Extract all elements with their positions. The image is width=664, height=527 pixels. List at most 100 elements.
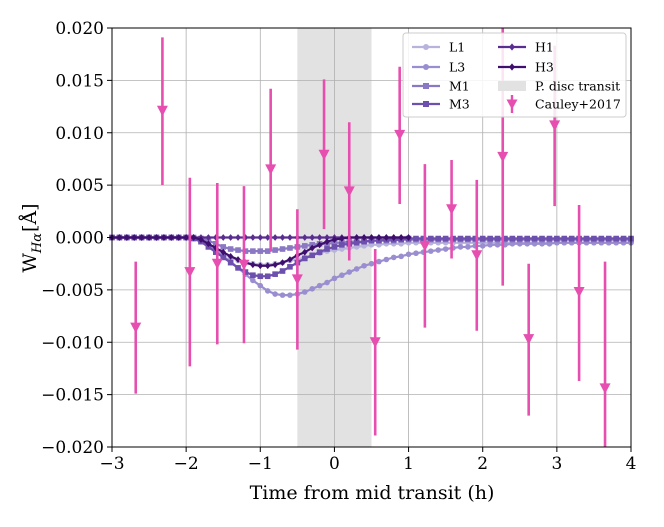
series-point-h1 [235,234,241,241]
observation-point [369,337,381,348]
series-point-m3 [583,235,590,242]
series-point-m3 [353,239,360,246]
observation-point [211,258,223,270]
y-tick-label: 0.020 [55,19,104,39]
series-point-m3 [257,273,264,280]
series-point-h3 [227,252,234,260]
observation-point [265,164,277,175]
series-point-m3 [442,235,449,242]
legend-label: L1 [449,40,465,55]
series-point-h3 [250,261,256,269]
series-point-h3 [235,256,241,263]
y-axis-label-unit: [Å] [19,203,41,232]
series-point-h3 [153,234,160,241]
y-tick-label: 0.015 [55,71,104,91]
series-point-m3 [242,269,249,275]
series-point-h3 [116,234,123,241]
series-point-m3 [502,235,508,242]
series-point-m1 [242,248,249,254]
series-point-h3 [198,236,204,243]
tick-layer: −3 −2 −1 0 1 2 3 4 −0.020 −0.015 −0.010 −0.005 0.000… [41,19,636,474]
series-point-h3 [272,261,278,269]
observation-point [394,129,406,141]
observation-point [599,383,611,394]
series-point-m1 [287,245,293,251]
series-point-m3 [613,235,619,242]
observations-layer [130,28,611,447]
series-point-h1 [324,234,330,241]
series-point-l3 [465,244,471,250]
y-tick-label: 0.010 [55,124,104,144]
legend-label: M1 [449,79,470,94]
series-point-m3 [309,252,315,259]
series-point-h3 [168,234,175,241]
series-point-m3 [279,268,286,274]
series-point-m3 [591,235,597,242]
series-point-m3 [316,249,323,255]
series-point-h3 [316,241,323,249]
series-point-m1 [272,247,278,253]
series-point-h3 [339,235,345,242]
series-point-m3 [554,235,560,242]
series-point-l3 [376,258,382,265]
series-point-h3 [353,234,360,241]
series-point-l3 [442,246,449,252]
legend-label: M3 [449,97,470,112]
series-point-h3 [383,234,390,241]
series-point-l3 [435,247,442,253]
series-point-m3 [272,271,278,277]
series-point-m3 [605,235,612,242]
series-point-h3 [124,234,130,241]
series-point-m3 [220,254,227,261]
series-point-m3 [472,235,479,242]
series-point-h3 [205,240,212,248]
series-point-h3 [368,234,375,241]
series-point-m1 [235,247,241,253]
series-point-h3 [257,262,264,270]
series-point-l3 [398,253,404,260]
series-point-m1 [250,248,256,254]
series-point-m1 [227,246,234,252]
series-point-h3 [175,234,182,241]
legend-label: H3 [535,60,554,75]
series-point-h3 [309,244,315,252]
series-point-m3 [250,272,256,279]
legend-label: P. disc transit [535,79,620,94]
series-point-m3 [457,235,464,242]
series-point-m3 [516,235,523,242]
series-point-l3 [487,242,493,248]
series-point-h3 [183,234,189,241]
series-point-m3 [539,235,545,242]
observation-point [130,322,142,334]
series-point-l3 [494,242,501,248]
series-point-m3 [301,255,308,262]
legend-marker-m1 [423,83,429,89]
x-tick-label: −1 [248,454,273,474]
observation-point [549,120,561,131]
x-tick-label: 3 [551,454,562,474]
series-point-h3 [398,234,404,241]
series-point-m1 [279,246,286,252]
series-point-m1 [257,248,264,254]
legend-marker-l3 [423,64,429,70]
x-tick-label: 0 [329,454,340,474]
series-point-l3 [390,254,397,261]
observation-point [523,334,535,345]
y-axis-label-subscript: Hα [30,233,45,254]
series-point-h3 [405,234,412,241]
series-point-h1 [301,234,308,241]
x-tick-label: 4 [626,454,637,474]
series-point-l3 [301,289,308,295]
series-point-m3 [568,235,575,242]
series-point-h1 [279,234,286,241]
series-point-m3 [598,235,605,242]
observation-point [318,149,330,161]
x-axis-label: Time from mid transit (h) [250,482,495,504]
observation-point [343,186,355,197]
series-point-m3 [479,235,486,242]
observation-point [238,259,250,271]
series-point-l3 [272,291,278,297]
series-point-m3 [465,235,471,242]
series-point-l3 [346,269,353,275]
series-point-m3 [561,235,568,242]
